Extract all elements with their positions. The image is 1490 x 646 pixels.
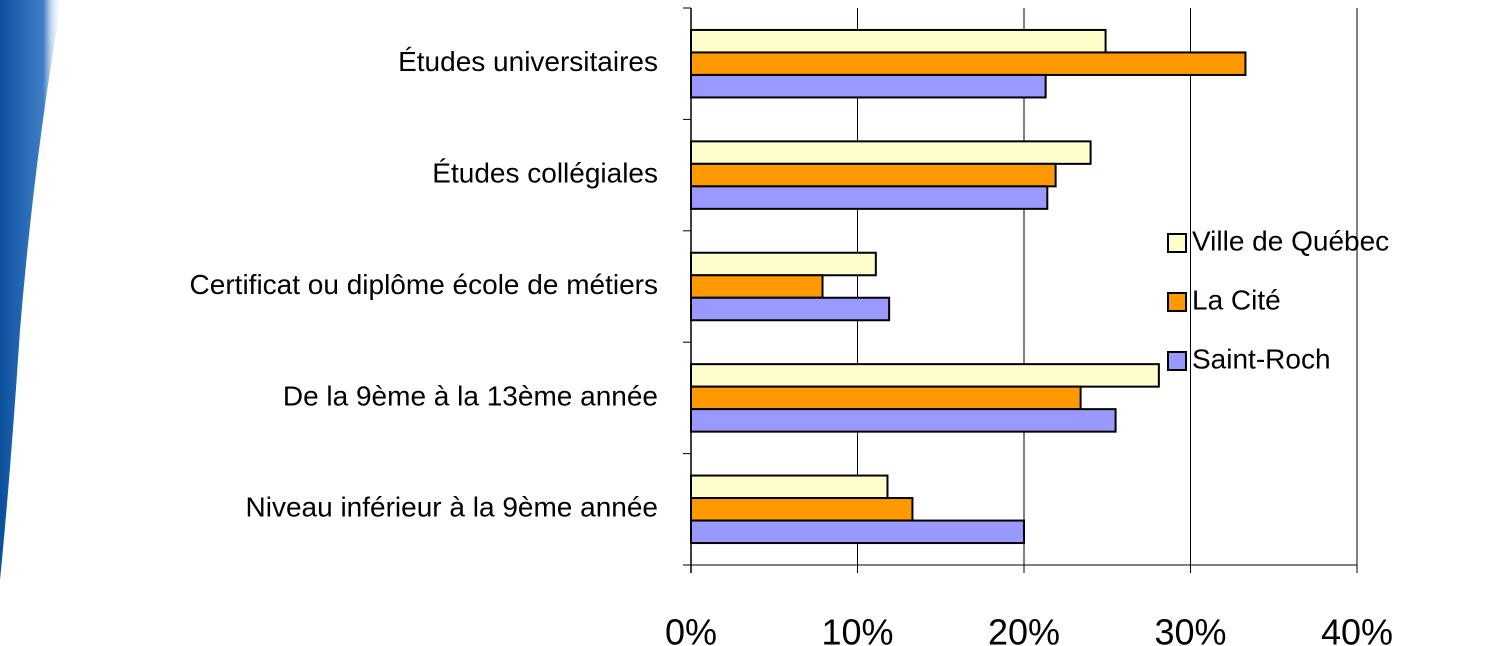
y-tick-label: Niveau inférieur à la 9ème année <box>246 492 658 523</box>
bar <box>690 363 1160 388</box>
bar <box>690 185 1049 210</box>
bar <box>690 140 1092 165</box>
background-swoosh <box>0 0 62 580</box>
x-tick-label: 10% <box>821 612 893 646</box>
x-tick-label: 40% <box>1321 612 1393 646</box>
bar <box>690 51 1247 76</box>
bar <box>690 251 877 277</box>
bar <box>690 497 914 522</box>
bar <box>690 73 1047 99</box>
legend-swatch <box>1167 292 1187 312</box>
bar <box>690 408 1117 433</box>
legend-label: La Cité <box>1192 284 1281 315</box>
bar <box>690 474 889 500</box>
bar <box>690 28 1107 54</box>
legend-swatch <box>1167 351 1187 371</box>
y-tick-label: Certificat ou diplôme école de métiers <box>190 269 658 300</box>
x-tick-label: 0% <box>665 612 717 646</box>
y-tick-label: Études collégiales <box>432 157 658 188</box>
bar <box>690 162 1057 188</box>
y-tick-label: De la 9ème à la 13ème année <box>283 380 658 411</box>
legend-swatch <box>1167 233 1187 253</box>
x-tick-label: 30% <box>1154 612 1226 646</box>
legend-label: Ville de Québec <box>1192 225 1389 256</box>
y-tick-label: Études universitaires <box>398 46 658 77</box>
bar <box>690 385 1082 411</box>
bar <box>690 519 1025 545</box>
bar <box>690 274 824 299</box>
bar <box>690 296 891 322</box>
legend-label: Saint-Roch <box>1192 343 1331 374</box>
x-tick-label: 20% <box>988 612 1060 646</box>
